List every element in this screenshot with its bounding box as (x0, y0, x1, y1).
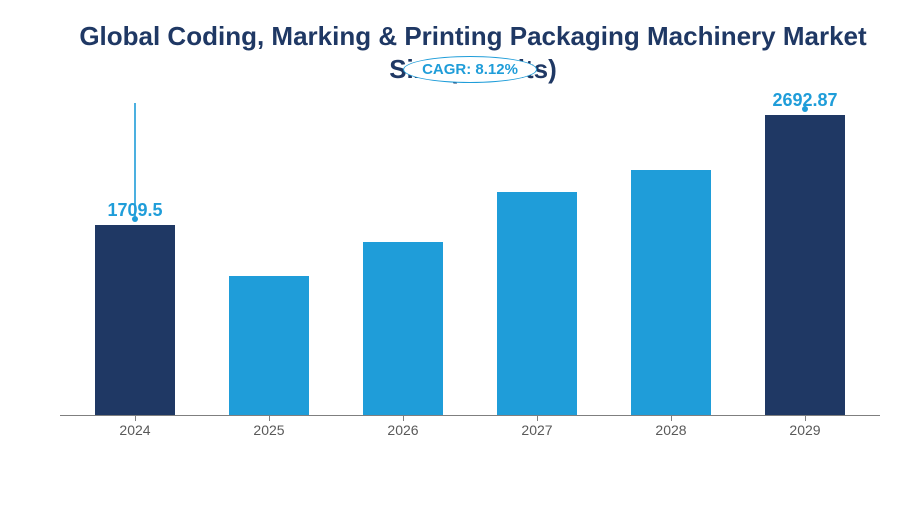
bar (363, 242, 443, 415)
chart-container: Global Coding, Marking & Printing Packag… (0, 0, 916, 511)
plot-area: CAGR: 8.12% 1709.52692.87 20242025202620… (60, 103, 880, 443)
x-axis-label: 2025 (214, 416, 324, 443)
bar-slot: 2692.87 (750, 103, 860, 415)
bar (95, 225, 175, 415)
bar-value-label: 2692.87 (772, 90, 837, 111)
x-axis-label: 2027 (482, 416, 592, 443)
x-axis-label: 2028 (616, 416, 726, 443)
bars-group: 1709.5 2692.87 (60, 103, 880, 415)
x-axis-label: 2024 (80, 416, 190, 443)
cagr-badge: CAGR: 8.12% (403, 56, 537, 83)
bar (765, 115, 845, 415)
bar-slot (214, 103, 324, 415)
bar-value-label: 1709.5 (107, 200, 162, 221)
bar-slot: 1709.5 (80, 103, 190, 415)
x-axis: 2024 2025 2026 2027 2028 2029 (60, 415, 880, 443)
bar-slot (482, 103, 592, 415)
bar-slot (348, 103, 458, 415)
cagr-label: CAGR: 8.12% (422, 61, 518, 78)
bar (631, 170, 711, 415)
x-axis-label: 2026 (348, 416, 458, 443)
bar (229, 276, 309, 415)
x-axis-label: 2029 (750, 416, 860, 443)
bar-slot (616, 103, 726, 415)
bar (497, 192, 577, 415)
